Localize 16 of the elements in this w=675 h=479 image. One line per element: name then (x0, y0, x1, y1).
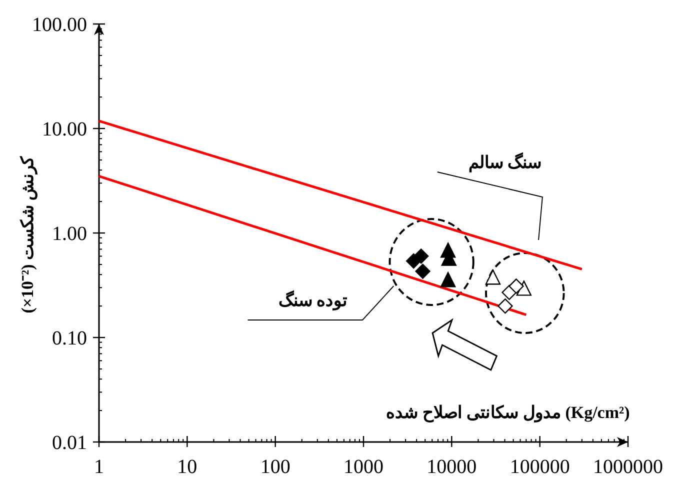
x-tick-label: 100000 (510, 456, 570, 478)
y-tick-label: 100.00 (32, 14, 87, 36)
y-tick-label: 1.00 (52, 223, 87, 245)
x-tick-label: 10 (177, 456, 198, 478)
x-tick-label: 1000000 (593, 456, 663, 478)
x-tick-label: 1000 (344, 456, 384, 478)
annotation: سنگ سالم (468, 152, 542, 173)
x-tick-label: 10000 (426, 456, 477, 478)
x-tick-label: 100 (260, 456, 290, 478)
y-tick-label: 10.00 (42, 118, 87, 140)
y-axis-title: کرنش شکست (×10⁻²) (18, 156, 38, 314)
y-tick-label: 0.01 (52, 432, 87, 454)
x-tick-label: 1 (94, 456, 104, 478)
x-axis-title: مدول سکانتی اصلاح شده (Kg/cm²) (386, 403, 630, 423)
annotation: توده سنگ (278, 290, 348, 311)
y-tick-label: 0.10 (52, 328, 87, 350)
